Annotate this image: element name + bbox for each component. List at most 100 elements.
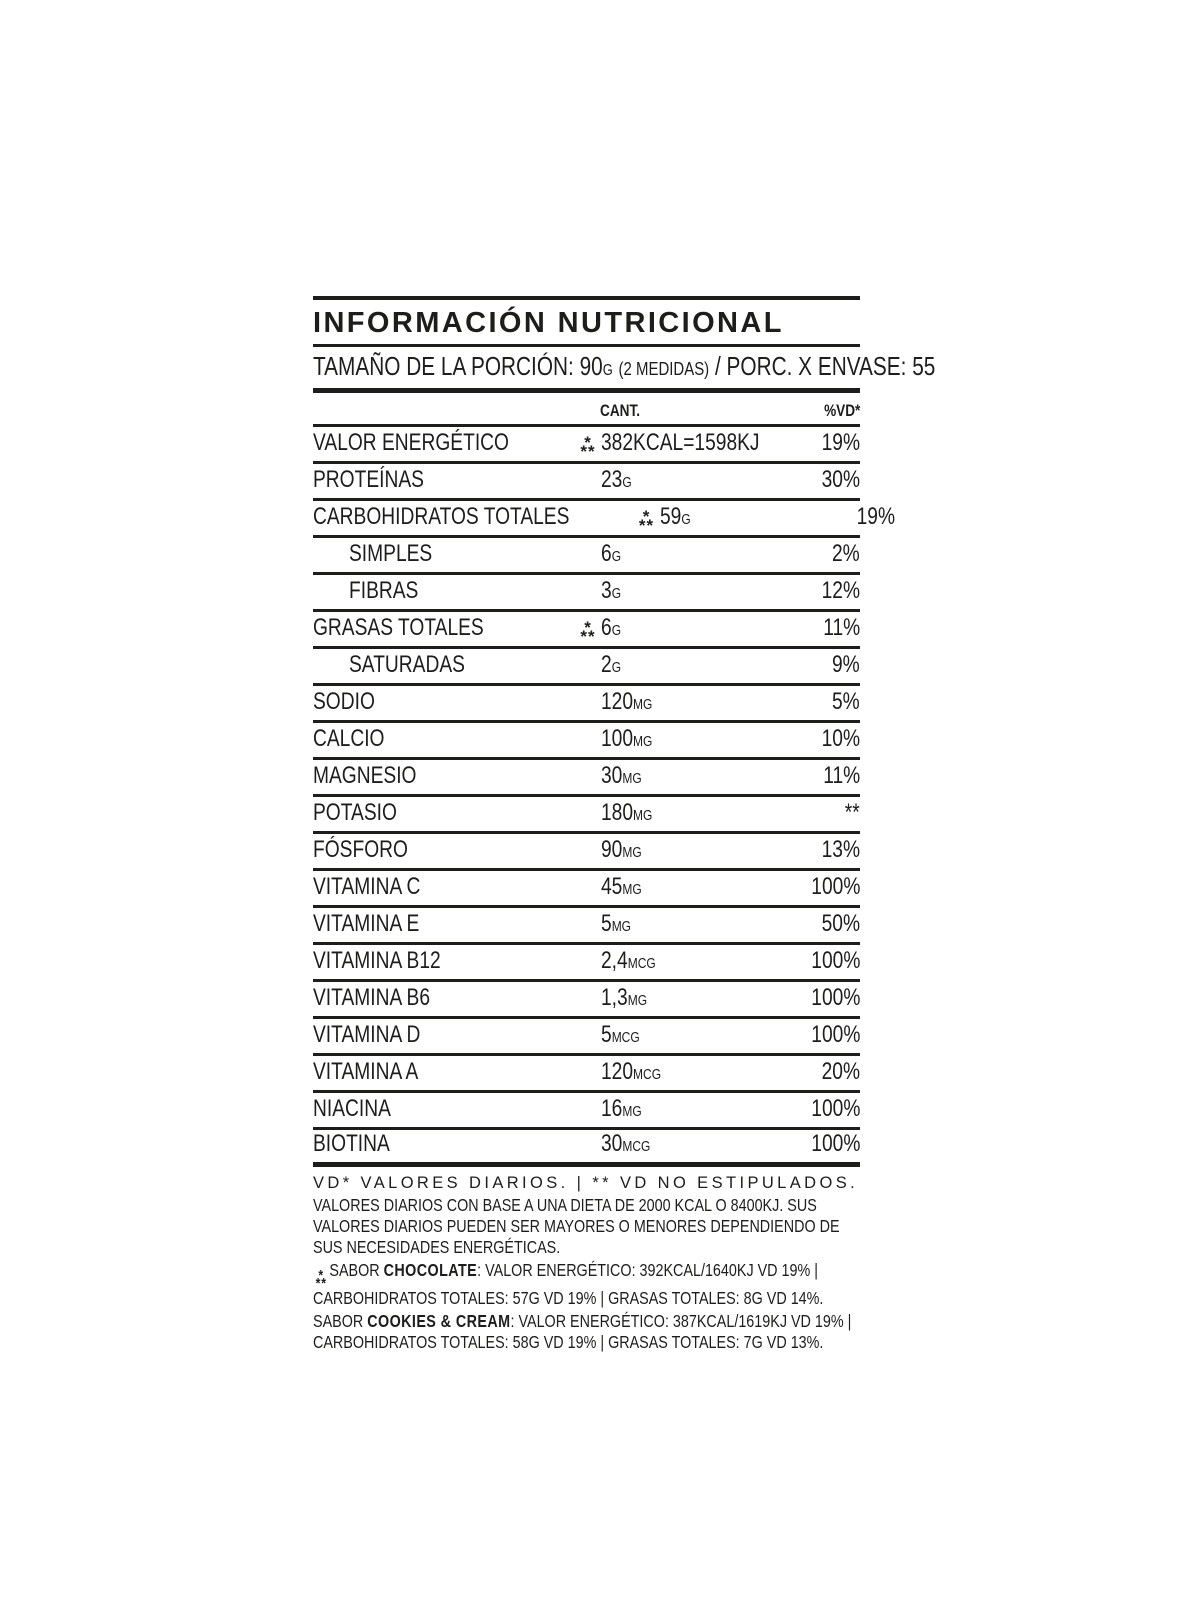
row-amount: 6 [601, 614, 612, 641]
row-amount: 100 [601, 725, 634, 752]
row-dv: 30% [821, 466, 860, 493]
row-unit: G [611, 659, 622, 676]
row-unit: G [680, 511, 691, 528]
row-unit: MG [622, 844, 642, 861]
row-amount: 2,4 [601, 947, 628, 974]
row-amount: 30 [601, 762, 623, 789]
row-dv: 100% [810, 984, 860, 1011]
table-row: VITAMINA A *** 120MCG 20% [313, 1056, 860, 1093]
table-row: POTASIO *** 180MG ** [313, 797, 860, 834]
row-dv: 19% [821, 429, 860, 456]
table-row: BIOTINA *** 30MCG 100% [313, 1130, 860, 1167]
row-dv: ** [845, 799, 860, 826]
table-row: VALOR ENERGÉTICO * ** 382KCAL=1598KJ 19% [313, 427, 860, 464]
row-unit: MG [622, 881, 642, 898]
footnote-cookies-pre: SABOR [313, 1311, 368, 1331]
table-row: SATURADAS *** 2G 9% [313, 649, 860, 686]
footnote-cookies: SABOR COOKIES & CREAM: VALOR ENERGÉTICO:… [313, 1311, 860, 1353]
row-label: NIACINA [313, 1095, 391, 1122]
row-unit: MG [622, 1103, 642, 1120]
row-unit: G [611, 585, 622, 602]
row-amount: 59 [659, 503, 681, 530]
serving-unit: G [602, 361, 613, 379]
serving-size-line: TAMAÑO DE LA PORCIÓN: 90G (2 MEDIDAS) / … [313, 347, 935, 393]
row-label: VITAMINA D [313, 1021, 421, 1048]
table-header: CANT. %VD* [313, 393, 860, 427]
table-row: CARBOHIDRATOS TOTALES * ** 59G 19% [313, 501, 895, 538]
row-amount: 30 [601, 1130, 623, 1157]
row-unit: MCG [633, 1066, 662, 1083]
table-row: MAGNESIO *** 30MG 11% [313, 760, 860, 797]
footnote-dv-legend: VD* VALORES DIARIOS. | ** VD NO ESTIPULA… [313, 1174, 859, 1192]
table-row: FIBRAS *** 3G 12% [313, 575, 860, 612]
row-label: SIMPLES [349, 540, 433, 567]
row-unit: G [622, 474, 632, 491]
table-row: VITAMINA D *** 5MCG 100% [313, 1019, 860, 1056]
footnote-chocolate-flavor: CHOCOLATE [383, 1260, 478, 1280]
row-unit: MCG [627, 955, 656, 972]
row-label: BIOTINA [313, 1130, 390, 1157]
row-unit: MG [627, 992, 648, 1009]
row-label: GRASAS TOTALES [313, 614, 484, 641]
row-label: FÓSFORO [313, 836, 408, 863]
row-label: SODIO [313, 688, 375, 715]
row-amount: 120 [601, 1058, 634, 1085]
row-unit: MCG [611, 1029, 640, 1046]
row-label: CALCIO [313, 725, 385, 752]
row-amount: 382KCAL=1598KJ [601, 429, 760, 456]
row-unit: MG [622, 770, 642, 787]
serving-measure: (2 MEDIDAS) [618, 358, 710, 379]
row-label: SATURADAS [349, 651, 465, 678]
row-amount: 45 [601, 873, 623, 900]
row-amount: 16 [601, 1095, 623, 1122]
row-unit: MG [633, 733, 653, 750]
asterism-icon: * ** [580, 618, 596, 646]
row-dv: 100% [810, 1130, 860, 1157]
row-label: VALOR ENERGÉTICO [313, 429, 509, 456]
row-dv: 100% [810, 947, 860, 974]
row-label: POTASIO [313, 799, 397, 826]
row-dv: 5% [832, 688, 860, 715]
footnote-chocolate-pre: SABOR [329, 1260, 384, 1280]
row-dv: 19% [856, 503, 895, 530]
row-dv: 10% [821, 725, 860, 752]
row-amount: 3 [601, 577, 612, 604]
table-row: PROTEÍNAS *** 23G 30% [313, 464, 860, 501]
table-row: GRASAS TOTALES * ** 6G 11% [313, 612, 860, 649]
row-dv: 100% [810, 1095, 860, 1122]
table-row: CALCIO *** 100MG 10% [313, 723, 860, 760]
row-dv: 13% [821, 836, 860, 863]
nutrition-table: VALOR ENERGÉTICO * ** 382KCAL=1598KJ 19% … [313, 427, 895, 1167]
table-row: VITAMINA E *** 5MG 50% [313, 908, 860, 945]
table-row: NIACINA *** 16MG 100% [313, 1093, 860, 1130]
row-unit: MG [633, 807, 653, 824]
row-dv: 12% [821, 577, 860, 604]
asterism-icon: * ** [638, 507, 655, 535]
table-row: SIMPLES *** 6G 2% [313, 538, 860, 575]
row-amount: 180 [601, 799, 634, 826]
footnote-daily-values: VALORES DIARIOS CON BASE A UNA DIETA DE … [313, 1195, 840, 1257]
nutrition-label: INFORMACIÓN NUTRICIONAL TAMAÑO DE LA POR… [313, 296, 935, 1353]
row-label: VITAMINA A [313, 1058, 419, 1085]
row-dv: 50% [821, 910, 860, 937]
row-amount: 90 [601, 836, 623, 863]
row-amount: 23 [601, 466, 623, 493]
footnote-chocolate: * ** SABOR CHOCOLATE: VALOR ENERGÉTICO: 39… [313, 1260, 860, 1309]
nutrition-title: INFORMACIÓN NUTRICIONAL [313, 300, 860, 347]
footnote-cookies-flavor: COOKIES & CREAM [367, 1311, 511, 1331]
column-header-cant: CANT. [600, 401, 641, 420]
row-unit: MG [611, 918, 632, 935]
row-label: VITAMINA E [313, 910, 420, 937]
row-dv: 2% [832, 540, 860, 567]
row-label: FIBRAS [349, 577, 419, 604]
row-dv: 20% [821, 1058, 860, 1085]
row-amount: 120 [601, 688, 634, 715]
row-amount: 6 [601, 540, 612, 567]
row-label: VITAMINA B6 [313, 984, 431, 1011]
row-label: VITAMINA B12 [313, 947, 441, 974]
row-label: VITAMINA C [313, 873, 421, 900]
table-row: SODIO *** 120MG 5% [313, 686, 860, 723]
row-dv: 11% [822, 762, 860, 789]
row-unit: MG [633, 696, 653, 713]
serving-suffix: / PORC. X ENVASE: 55 [709, 351, 936, 381]
